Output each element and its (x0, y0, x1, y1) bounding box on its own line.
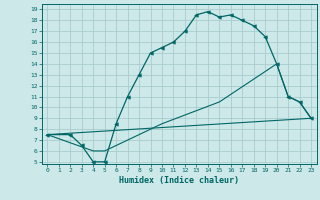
X-axis label: Humidex (Indice chaleur): Humidex (Indice chaleur) (119, 176, 239, 185)
